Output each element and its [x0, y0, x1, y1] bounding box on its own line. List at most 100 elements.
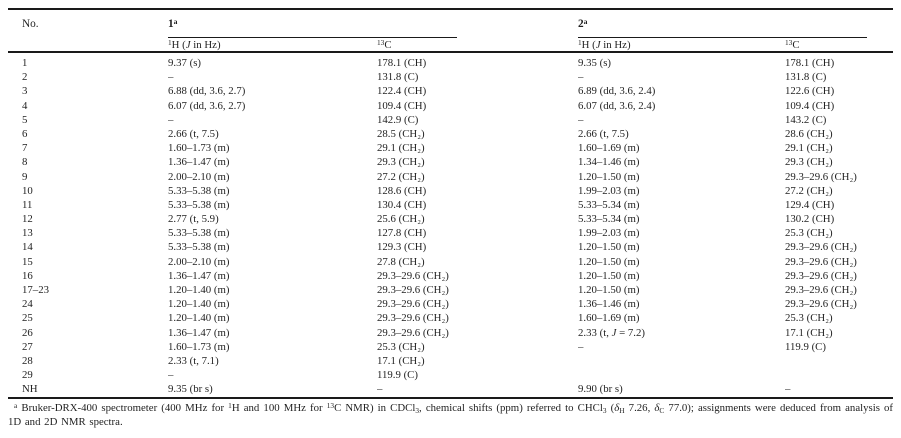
cell-c1: 130.4 (CH) — [377, 198, 427, 211]
cell-c1: – — [377, 383, 383, 396]
table-row: 5 – 142.9 (C) – 143.2 (C) — [8, 113, 893, 127]
cell-h2: 5.33–5.34 (m) — [578, 213, 640, 226]
cell-c1: 29.3 (CH₂) — [377, 156, 425, 169]
table-group-header-row: No. 1a 2a — [8, 17, 893, 32]
table-row: 2 – 131.8 (C) – 131.8 (C) — [8, 70, 893, 84]
cell-c1: 29.3–29.6 (CH₂) — [377, 284, 449, 296]
cell-h2: 9.35 (s) — [578, 57, 611, 69]
cell-h2: 6.07 (dd, 3.6, 2.4) — [578, 99, 656, 112]
cell-h1: 2.33 (t, 7.1) — [168, 354, 219, 367]
cell-h2 — [578, 354, 785, 368]
cell-c1: 27.8 (CH₂) — [377, 255, 425, 268]
col-header-13c-compound-2: 13C — [785, 37, 800, 51]
cell-c2: 129.4 (CH) — [785, 198, 835, 211]
table-row: 10 5.33–5.38 (m) 128.6 (CH) 1.99–2.03 (m) 27… — [8, 184, 893, 198]
table-row: 3 6.88 (dd, 3.6, 2.7) 122.4 (CH) 6.89 (dd, … — [8, 84, 893, 98]
cell-h1: 1.60–1.73 (m) — [168, 340, 230, 353]
cell-c1: 29.3–29.6 (CH₂) — [377, 298, 449, 311]
cell-h1: – — [168, 113, 174, 126]
cell-no: 6 — [22, 127, 28, 140]
cell-h1: 1.20–1.40 (m) — [168, 312, 230, 325]
table-row: 4 6.07 (dd, 3.6, 2.7) 109.4 (CH) 6.07 (dd, … — [8, 99, 893, 113]
cell-no: 11 — [22, 198, 33, 211]
cell-h2: 2.33 (t, J = 7.2) — [578, 326, 645, 339]
cell-c2: 143.2 (C) — [785, 113, 827, 126]
cell-no: 16 — [22, 269, 33, 282]
cell-c2: 130.2 (CH) — [785, 213, 835, 226]
cell-c2 — [785, 368, 893, 382]
table-footnote: a Bruker-DRX-400 spectrometer (400 MHz f… — [8, 400, 894, 428]
cell-c2: 28.6 (CH₂) — [785, 127, 833, 140]
cell-no: 10 — [22, 184, 33, 197]
cell-h1: 2.77 (t, 5.9) — [168, 213, 219, 226]
cell-c2: 109.4 (CH) — [785, 99, 835, 112]
cell-h2: 1.34–1.46 (m) — [578, 156, 640, 169]
cell-h2 — [578, 368, 785, 382]
cell-h1: 1.20–1.40 (m) — [168, 298, 230, 311]
cell-h1: 6.07 (dd, 3.6, 2.7) — [168, 99, 246, 112]
cell-c2: 29.3–29.6 (CH₂) — [785, 284, 857, 296]
cell-h1: 5.33–5.38 (m) — [168, 227, 230, 240]
cell-c1: 122.4 (CH) — [377, 85, 427, 98]
cell-no: 1 — [22, 57, 28, 69]
cell-no: 8 — [22, 156, 28, 169]
cell-c2: 17.1 (CH₂) — [785, 326, 833, 339]
cell-c1: 127.8 (CH) — [377, 227, 427, 240]
table-row: 15 2.00–2.10 (m) 27.8 (CH₂) 1.20–1.50 (m) 29… — [8, 255, 893, 269]
cell-c1: 109.4 (CH) — [377, 99, 427, 112]
cell-h1: 1.60–1.73 (m) — [168, 142, 230, 155]
table-row: NH 9.35 (br s) – 9.90 (br s) – — [8, 382, 893, 396]
cell-h1: 6.88 (dd, 3.6, 2.7) — [168, 85, 246, 98]
table-row: 25 1.20–1.40 (m) 29.3–29.6 (CH₂) 1.60–1.69 … — [8, 311, 893, 325]
table-row: 26 1.36–1.47 (m) 29.3–29.6 (CH₂) 2.33 (t, J… — [8, 326, 893, 340]
col-header-compound-2: 2a — [578, 16, 588, 30]
cell-c1: 29.3–29.6 (CH₂) — [377, 269, 449, 282]
cell-h1: 5.33–5.38 (m) — [168, 184, 230, 197]
cell-h1: 9.37 (s) — [168, 57, 201, 69]
cell-h2: 5.33–5.34 (m) — [578, 198, 640, 211]
cell-c1: 128.6 (CH) — [377, 184, 427, 197]
cell-h1: 2.00–2.10 (m) — [168, 255, 230, 268]
compound-1-group-rule — [168, 37, 457, 39]
cell-h2: 1.60–1.69 (m) — [578, 312, 640, 325]
cell-c2: 119.9 (C) — [785, 340, 826, 353]
table-row: 12 2.77 (t, 5.9) 25.6 (CH₂) 5.33–5.34 (m) 13… — [8, 212, 893, 226]
table-row: 13 5.33–5.38 (m) 127.8 (CH) 1.99–2.03 (m) 25… — [8, 226, 893, 240]
cell-h2: – — [578, 71, 584, 84]
compound-2-group-rule — [578, 37, 867, 39]
cell-c2: 29.3–29.6 (CH₂) — [785, 269, 857, 282]
cell-no: 5 — [22, 113, 28, 126]
cell-h2: – — [578, 113, 584, 126]
cell-h1: – — [168, 71, 174, 84]
table-row: 6 2.66 (t, 7.5) 28.5 (CH₂) 2.66 (t, 7.5) 28.… — [8, 127, 893, 141]
cell-h2: 1.20–1.50 (m) — [578, 170, 640, 183]
cell-c2: 122.6 (CH) — [785, 85, 835, 98]
table-row: 17–23 1.20–1.40 (m) 29.3–29.6 (CH₂) 1.20–1.… — [8, 283, 893, 297]
cell-h2: 1.20–1.50 (m) — [578, 284, 640, 296]
table-body: 1 9.37 (s) 178.1 (CH) 9.35 (s) 178.1 (CH) 2–1… — [8, 56, 893, 397]
cell-h1: 1.20–1.40 (m) — [168, 284, 230, 296]
table-bottom-rule — [8, 397, 893, 399]
cell-no: 17–23 — [22, 284, 49, 296]
cell-no: 2 — [22, 71, 28, 84]
cell-c2: 131.8 (C) — [785, 71, 827, 84]
cell-h1: 1.36–1.47 (m) — [168, 269, 230, 282]
cell-c2: 29.3–29.6 (CH₂) — [785, 255, 857, 268]
table-row: 24 1.20–1.40 (m) 29.3–29.6 (CH₂) 1.36–1.46 … — [8, 297, 893, 311]
cell-h2: 1.20–1.50 (m) — [578, 269, 640, 282]
cell-c2: 25.3 (CH₂) — [785, 312, 833, 325]
table-row: 27 1.60–1.73 (m) 25.3 (CH₂) – 119.9 (C) — [8, 340, 893, 354]
cell-c2: 29.3–29.6 (CH₂) — [785, 241, 857, 254]
cell-h1: 1.36–1.47 (m) — [168, 156, 230, 169]
col-header-1h-compound-1: 1H (J in Hz) — [168, 37, 221, 51]
cell-no: 29 — [22, 369, 33, 382]
table-row: 1 9.37 (s) 178.1 (CH) 9.35 (s) 178.1 (CH) — [8, 56, 893, 70]
cell-h2: – — [578, 340, 584, 353]
cell-c2: 29.1 (CH₂) — [785, 142, 833, 155]
cell-h2: 1.99–2.03 (m) — [578, 184, 640, 197]
cell-c1: 25.3 (CH₂) — [377, 340, 425, 353]
cell-c1: 27.2 (CH₂) — [377, 170, 425, 183]
cell-no: 25 — [22, 312, 33, 325]
cell-c2: 29.3–29.6 (CH₂) — [785, 170, 857, 183]
cell-h2: 1.20–1.50 (m) — [578, 255, 640, 268]
